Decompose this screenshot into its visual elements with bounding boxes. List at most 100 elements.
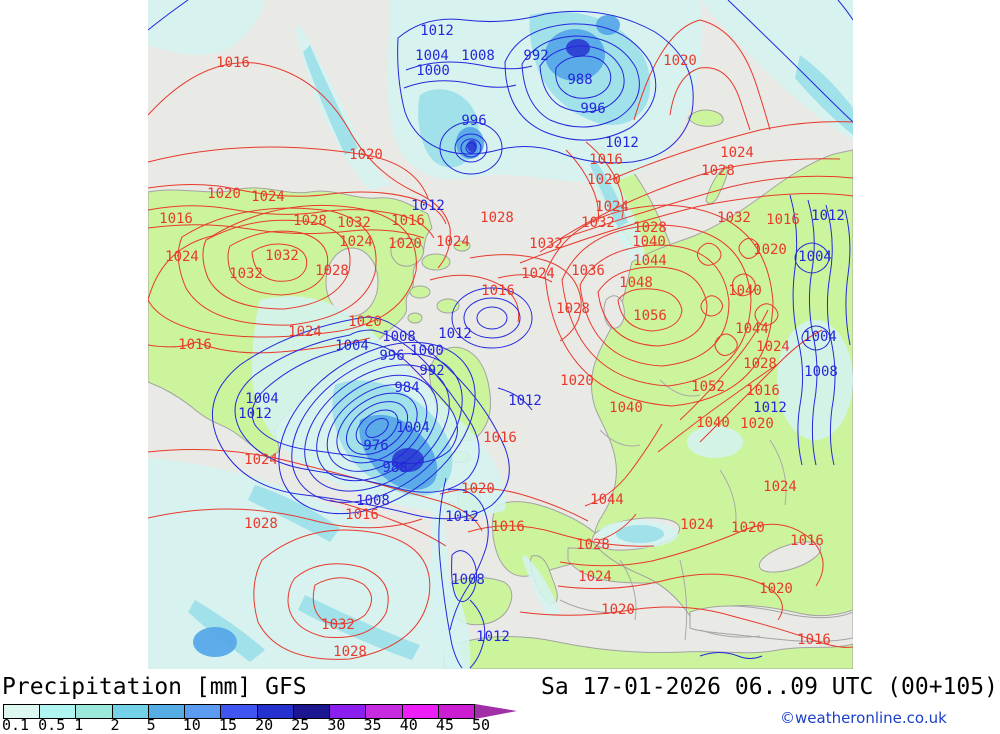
svalbard bbox=[687, 109, 724, 127]
pressure-label: 1016 bbox=[216, 55, 250, 71]
legend-tick: 10 bbox=[182, 716, 201, 734]
pressure-label: 996 bbox=[379, 348, 404, 364]
legend-tick: 5 bbox=[146, 716, 156, 734]
legend-segment bbox=[148, 705, 186, 718]
legend-segment bbox=[293, 705, 331, 718]
pressure-label: 1024 bbox=[578, 569, 612, 585]
pressure-label: 1032 bbox=[717, 210, 751, 226]
pressure-label: 1012 bbox=[811, 208, 845, 224]
precip-light-top-right bbox=[700, 0, 853, 140]
isobar-blue bbox=[497, 387, 763, 659]
pressure-label: 1040 bbox=[609, 400, 643, 416]
pressure-label: 1012 bbox=[476, 629, 510, 645]
pressure-label: 1020 bbox=[348, 314, 382, 330]
pressure-label: 1020 bbox=[759, 581, 793, 597]
legend-tick: 2 bbox=[110, 716, 120, 734]
pressure-label: 1024 bbox=[288, 324, 322, 340]
pressure-label: 1028 bbox=[556, 301, 590, 317]
pressure-label: 1020 bbox=[349, 147, 383, 163]
pressure-label: 1000 bbox=[410, 343, 444, 359]
precip-med-pacific-3 bbox=[298, 595, 420, 660]
pressure-label: 1028 bbox=[701, 163, 735, 179]
pressure-label: 996 bbox=[461, 113, 486, 129]
pressure-label: 1028 bbox=[315, 263, 349, 279]
pressure-label: 1024 bbox=[251, 189, 285, 205]
isobar-blue bbox=[211, 316, 510, 520]
isobar-red bbox=[565, 141, 624, 223]
legend-segment bbox=[76, 705, 113, 718]
isobar-red bbox=[633, 19, 771, 131]
legend-segment bbox=[366, 705, 403, 718]
pressure-label: 1000 bbox=[416, 63, 450, 79]
pressure-label: 1044 bbox=[590, 492, 624, 508]
legend-tick: 35 bbox=[363, 716, 382, 734]
pressure-label: 1032 bbox=[321, 617, 355, 633]
precip-med-streak bbox=[303, 45, 358, 155]
isobar-blue bbox=[397, 10, 694, 164]
caspian-sea bbox=[758, 541, 822, 573]
precip-light-top-left bbox=[148, 0, 265, 55]
pressure-label: 1028 bbox=[743, 356, 777, 372]
novaya-zemlya bbox=[705, 165, 728, 204]
isobar-red bbox=[544, 204, 774, 407]
arctic-island bbox=[453, 240, 471, 252]
isobar-red bbox=[148, 146, 429, 199]
legend-ticks: 0.1 0.5 1 2 5 10 15 20 25 30 35 40 45 50 bbox=[0, 716, 540, 734]
pressure-label: 1056 bbox=[633, 308, 667, 324]
isobar-red bbox=[148, 62, 451, 269]
pressure-label: 984 bbox=[394, 380, 419, 396]
legend-tick: 0.1 bbox=[2, 716, 30, 734]
pressure-label: 1008 bbox=[356, 493, 390, 509]
pressure-label: 1004 bbox=[245, 391, 279, 407]
isobar-red bbox=[177, 207, 377, 326]
pressure-label: 1024 bbox=[521, 266, 555, 282]
pressure-label: 1028 bbox=[480, 210, 514, 226]
pressure-label: 1040 bbox=[632, 234, 666, 250]
isobar-blue bbox=[439, 121, 503, 175]
legend-tick: 25 bbox=[291, 716, 310, 734]
legend-tick: 20 bbox=[255, 716, 274, 734]
pressure-label: 1012 bbox=[238, 406, 272, 422]
north-africa bbox=[443, 636, 853, 669]
isobar-red bbox=[253, 529, 431, 660]
pressure-label: 1012 bbox=[753, 400, 787, 416]
pressure-label: 1016 bbox=[491, 519, 525, 535]
pressure-label: 988 bbox=[382, 460, 407, 476]
pressure-label: 1044 bbox=[735, 321, 769, 337]
pressure-label: 1004 bbox=[335, 338, 369, 354]
pressure-label: 1020 bbox=[753, 242, 787, 258]
pressure-label: 1008 bbox=[382, 329, 416, 345]
pressure-label: 1024 bbox=[680, 517, 714, 533]
legend-overflow-arrow bbox=[475, 704, 517, 719]
pressure-label: 1008 bbox=[451, 572, 485, 588]
middle-east-sea-band bbox=[689, 605, 853, 643]
pressure-label: 1020 bbox=[388, 236, 422, 252]
legend-segment bbox=[257, 705, 294, 718]
pressure-label: 1016 bbox=[483, 430, 517, 446]
copyright-link[interactable]: ©weatheronline.co.uk bbox=[780, 709, 947, 727]
country-borders bbox=[559, 379, 787, 641]
forecast-datetime: Sa 17-01-2026 06..09 UTC (00+105) bbox=[541, 674, 998, 700]
pressure-label: 1016 bbox=[178, 337, 212, 353]
pressure-label: 976 bbox=[363, 438, 388, 454]
legend-bar bbox=[3, 704, 475, 719]
pressure-label: 1040 bbox=[728, 283, 762, 299]
map-title: Precipitation [mm] GFS bbox=[2, 674, 307, 700]
precip-med-top-right bbox=[795, 55, 853, 135]
pressure-label: 1004 bbox=[798, 249, 832, 265]
pressure-label: 1024 bbox=[763, 479, 797, 495]
pressure-label: 996 bbox=[580, 101, 605, 117]
isobar-red bbox=[519, 121, 853, 264]
precip-heavy-top bbox=[596, 15, 620, 35]
isobar-red bbox=[584, 423, 663, 541]
pressure-label: 1008 bbox=[461, 48, 495, 64]
isobar-blue bbox=[727, 0, 853, 123]
pressure-label: 1028 bbox=[576, 537, 610, 553]
pressure-label: 1012 bbox=[420, 23, 454, 39]
isobar-red bbox=[657, 309, 823, 453]
pressure-label: 1032 bbox=[229, 266, 263, 282]
pressure-label: 1004 bbox=[396, 420, 430, 436]
